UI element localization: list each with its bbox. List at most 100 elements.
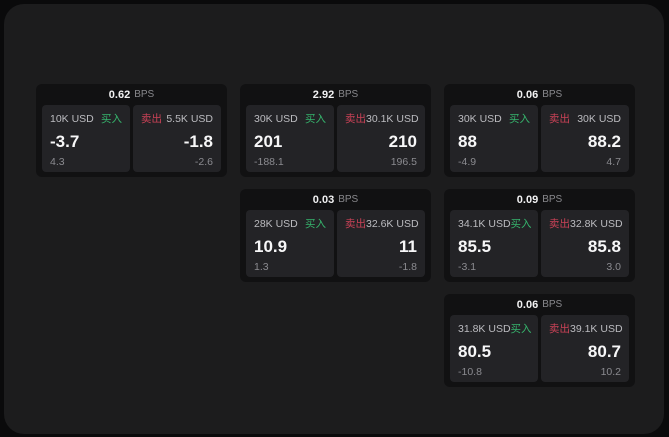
sell-size: 32.8K USD	[570, 218, 623, 230]
sell-cell-top: 卖出 5.5K USD	[141, 111, 213, 126]
buy-tag: 买入	[510, 218, 532, 230]
bps-value: 0.09	[516, 193, 539, 206]
buy-tag: 买入	[509, 113, 530, 125]
quote-card: 0.09 BPS 34.1K USD 买入 85.5 -3.1 卖出 32.8K…	[444, 189, 635, 282]
bps-value: 0.06	[516, 88, 539, 101]
card-cells: 30K USD 买入 201 -188.1 卖出 30.1K USD 210 1…	[246, 105, 425, 172]
card-header: 0.09 BPS	[450, 189, 629, 210]
buy-tag: 买入	[305, 218, 326, 230]
sell-size: 5.5K USD	[166, 113, 213, 125]
sell-delta: 4.7	[606, 155, 621, 168]
sell-cell-top: 卖出 39.1K USD	[549, 321, 623, 336]
buy-cell-top: 31.8K USD 买入	[458, 321, 532, 336]
buy-cell-top: 30K USD 买入	[254, 111, 326, 126]
sell-tag: 卖出	[345, 218, 366, 230]
quote-card: 0.62 BPS 10K USD 买入 -3.7 4.3 卖出 5.5K USD	[36, 84, 227, 177]
buy-delta: -10.8	[458, 365, 482, 378]
bps-value: 2.92	[312, 88, 335, 101]
buy-delta: 1.3	[254, 260, 269, 273]
sell-size: 39.1K USD	[570, 323, 623, 335]
quote-grid: 0.62 BPS 10K USD 买入 -3.7 4.3 卖出 5.5K USD	[36, 84, 635, 387]
sell-cell[interactable]: 卖出 39.1K USD 80.7 10.2	[541, 315, 629, 382]
bps-unit-label: BPS	[338, 194, 359, 205]
sell-cell-top: 卖出 32.8K USD	[549, 216, 623, 231]
buy-size: 10K USD	[50, 113, 94, 125]
sell-cell[interactable]: 卖出 32.6K USD 11 -1.8	[337, 210, 425, 277]
quote-card: 2.92 BPS 30K USD 买入 201 -188.1 卖出 30.1K …	[240, 84, 431, 177]
sell-price: 11	[399, 236, 417, 256]
sell-cell[interactable]: 卖出 30.1K USD 210 196.5	[337, 105, 425, 172]
sell-cell-top: 卖出 30.1K USD	[345, 111, 419, 126]
sell-tag: 卖出	[549, 323, 570, 335]
sell-delta: 3.0	[606, 260, 621, 273]
sell-price: 88.2	[587, 131, 621, 151]
sell-cell[interactable]: 卖出 32.8K USD 85.8 3.0	[541, 210, 629, 277]
buy-delta: -4.9	[458, 155, 477, 168]
buy-size: 28K USD	[254, 218, 298, 230]
buy-size: 30K USD	[458, 113, 502, 125]
sell-tag: 卖出	[549, 218, 570, 230]
buy-delta: -3.1	[458, 260, 477, 273]
buy-price: 201	[254, 131, 283, 151]
buy-tag: 买入	[510, 323, 532, 335]
card-header: 0.06 BPS	[450, 294, 629, 315]
quote-card: 0.03 BPS 28K USD 买入 10.9 1.3 卖出 32.6K US…	[240, 189, 431, 282]
sell-price: 85.8	[587, 236, 621, 256]
card-header: 0.03 BPS	[246, 189, 425, 210]
buy-tag: 买入	[305, 113, 326, 125]
card-header: 0.62 BPS	[42, 84, 221, 105]
bps-value: 0.03	[312, 193, 335, 206]
bps-unit-label: BPS	[542, 194, 563, 205]
sell-cell-top: 卖出 30K USD	[549, 111, 621, 126]
buy-delta: 4.3	[50, 155, 65, 168]
quotes-panel: 0.62 BPS 10K USD 买入 -3.7 4.3 卖出 5.5K USD	[4, 4, 664, 434]
buy-cell-top: 34.1K USD 买入	[458, 216, 532, 231]
card-cells: 10K USD 买入 -3.7 4.3 卖出 5.5K USD -1.8 -2.…	[42, 105, 221, 172]
buy-size: 31.8K USD	[458, 323, 511, 335]
buy-cell[interactable]: 34.1K USD 买入 85.5 -3.1	[450, 210, 538, 277]
sell-price: 80.7	[587, 341, 621, 361]
sell-tag: 卖出	[345, 113, 366, 125]
bps-unit-label: BPS	[542, 89, 563, 100]
buy-size: 30K USD	[254, 113, 298, 125]
buy-price: -3.7	[50, 131, 80, 151]
buy-price: 88	[458, 131, 477, 151]
quote-card: 0.06 BPS 31.8K USD 买入 80.5 -10.8 卖出 39.1…	[444, 294, 635, 387]
buy-size: 34.1K USD	[458, 218, 511, 230]
buy-cell[interactable]: 30K USD 买入 88 -4.9	[450, 105, 538, 172]
card-header: 0.06 BPS	[450, 84, 629, 105]
buy-delta: -188.1	[254, 155, 284, 168]
sell-delta: -2.6	[194, 155, 213, 168]
bps-unit-label: BPS	[542, 299, 563, 310]
bps-value: 0.62	[108, 88, 131, 101]
buy-cell-top: 30K USD 买入	[458, 111, 530, 126]
bps-unit-label: BPS	[338, 89, 359, 100]
buy-cell[interactable]: 10K USD 买入 -3.7 4.3	[42, 105, 130, 172]
card-header: 2.92 BPS	[246, 84, 425, 105]
sell-delta: 10.2	[600, 365, 621, 378]
buy-tag: 买入	[101, 113, 122, 125]
buy-cell[interactable]: 31.8K USD 买入 80.5 -10.8	[450, 315, 538, 382]
buy-cell[interactable]: 28K USD 买入 10.9 1.3	[246, 210, 334, 277]
sell-size: 30.1K USD	[366, 113, 419, 125]
buy-cell[interactable]: 30K USD 买入 201 -188.1	[246, 105, 334, 172]
card-cells: 34.1K USD 买入 85.5 -3.1 卖出 32.8K USD 85.8…	[450, 210, 629, 277]
bps-unit-label: BPS	[134, 89, 155, 100]
sell-size: 30K USD	[577, 113, 621, 125]
card-cells: 30K USD 买入 88 -4.9 卖出 30K USD 88.2 4.7	[450, 105, 629, 172]
sell-cell[interactable]: 卖出 30K USD 88.2 4.7	[541, 105, 629, 172]
sell-cell[interactable]: 卖出 5.5K USD -1.8 -2.6	[133, 105, 221, 172]
sell-delta: 196.5	[390, 155, 417, 168]
card-cells: 28K USD 买入 10.9 1.3 卖出 32.6K USD 11 -1.8	[246, 210, 425, 277]
buy-price: 80.5	[458, 341, 492, 361]
sell-tag: 卖出	[549, 113, 570, 125]
card-cells: 31.8K USD 买入 80.5 -10.8 卖出 39.1K USD 80.…	[450, 315, 629, 382]
bps-value: 0.06	[516, 298, 539, 311]
buy-cell-top: 28K USD 买入	[254, 216, 326, 231]
buy-cell-top: 10K USD 买入	[50, 111, 122, 126]
buy-price: 10.9	[254, 236, 288, 256]
quote-card: 0.06 BPS 30K USD 买入 88 -4.9 卖出 30K USD	[444, 84, 635, 177]
sell-tag: 卖出	[141, 113, 162, 125]
sell-price: 210	[388, 131, 417, 151]
